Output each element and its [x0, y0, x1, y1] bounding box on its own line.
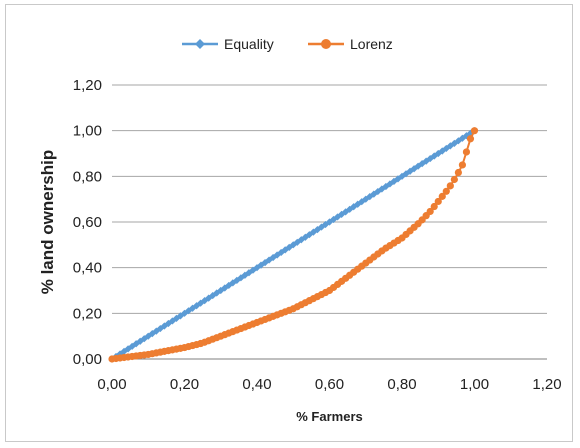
data-point-equality — [160, 322, 168, 330]
data-point-equality — [213, 289, 221, 297]
data-point-equality — [346, 205, 354, 213]
x-tick-label: 1,20 — [532, 376, 561, 393]
data-point-equality — [249, 266, 257, 274]
data-point-equality — [313, 226, 322, 234]
x-axis-title: % Farmers — [296, 409, 362, 424]
legend-marker-lorenz — [321, 39, 331, 49]
data-point-equality — [116, 350, 124, 358]
data-point-equality — [333, 213, 342, 221]
x-tick-label: 0,40 — [242, 376, 271, 393]
data-point-equality — [164, 319, 172, 328]
data-point-lorenz — [434, 197, 442, 206]
x-tick-label: 1,00 — [460, 376, 489, 393]
x-tick-label: 0,00 — [97, 376, 126, 393]
data-point-lorenz — [446, 182, 454, 190]
y-tick-label: 1,20 — [73, 77, 102, 94]
data-point-equality — [205, 294, 213, 302]
data-point-equality — [201, 297, 209, 305]
data-point-equality — [245, 269, 253, 277]
data-point-equality — [124, 345, 132, 353]
data-point-equality — [386, 180, 394, 188]
data-point-equality — [458, 134, 467, 142]
data-point-lorenz — [438, 192, 446, 200]
chart-frame: 0,00 0,20 0,40 0,60 0,80 1,00 1,20 0,00 0,20 0,40… — [5, 4, 573, 442]
data-point-equality — [378, 185, 386, 193]
data-point-equality — [209, 291, 217, 300]
data-point-lorenz — [430, 202, 438, 211]
data-point-lorenz — [426, 207, 434, 216]
data-point-equality — [450, 139, 458, 147]
data-point-equality — [261, 258, 269, 267]
data-point-equality — [273, 251, 281, 259]
data-point-lorenz — [470, 127, 479, 135]
data-point-lorenz — [458, 161, 467, 169]
data-point-equality — [269, 253, 277, 262]
data-point-equality — [422, 157, 430, 165]
data-point-equality — [309, 228, 317, 236]
y-tick-label: 0,40 — [73, 260, 102, 277]
legend-label-equality: Equality — [224, 36, 274, 52]
data-point-equality — [184, 307, 193, 315]
y-tick-label: 0,00 — [73, 351, 102, 368]
data-point-lorenz — [454, 168, 462, 177]
x-tick-label: 0,20 — [170, 376, 199, 393]
data-point-equality — [342, 208, 350, 216]
data-point-equality — [180, 309, 189, 317]
legend-marker-equality — [195, 39, 205, 49]
data-point-equality — [418, 160, 426, 168]
data-point-lorenz — [462, 148, 471, 156]
data-point-equality — [225, 281, 233, 290]
y-tick-label: 0,60 — [73, 214, 102, 231]
data-point-equality — [454, 137, 462, 145]
data-point-lorenz — [442, 187, 450, 195]
data-point-equality — [305, 231, 313, 239]
data-point-lorenz — [450, 175, 458, 184]
data-point-lorenz — [466, 135, 475, 143]
data-point-equality — [350, 203, 358, 211]
y-tick-label: 0,20 — [73, 305, 102, 322]
data-point-equality — [136, 337, 144, 345]
y-axis-title: % land ownership — [38, 150, 57, 295]
legend-label-lorenz: Lorenz — [350, 36, 393, 52]
data-point-equality — [120, 347, 128, 355]
data-point-equality — [442, 144, 450, 153]
data-point-equality — [414, 162, 422, 170]
x-tick-label: 0,80 — [387, 376, 416, 393]
data-point-equality — [406, 167, 414, 175]
data-point-equality — [140, 335, 148, 343]
chart-svg: 0,00 0,20 0,40 0,60 0,80 1,00 1,20 0,00 0,20 0,40… — [38, 36, 562, 424]
data-point-equality — [229, 279, 237, 287]
data-point-equality — [277, 248, 285, 257]
data-point-equality — [168, 317, 177, 325]
data-point-equality — [297, 236, 305, 244]
data-point-equality — [370, 190, 378, 198]
data-point-equality — [382, 182, 390, 191]
x-tick-label: 0,60 — [315, 376, 344, 393]
y-tick-label: 1,00 — [73, 123, 102, 140]
y-tick-label: 0,80 — [73, 168, 102, 185]
